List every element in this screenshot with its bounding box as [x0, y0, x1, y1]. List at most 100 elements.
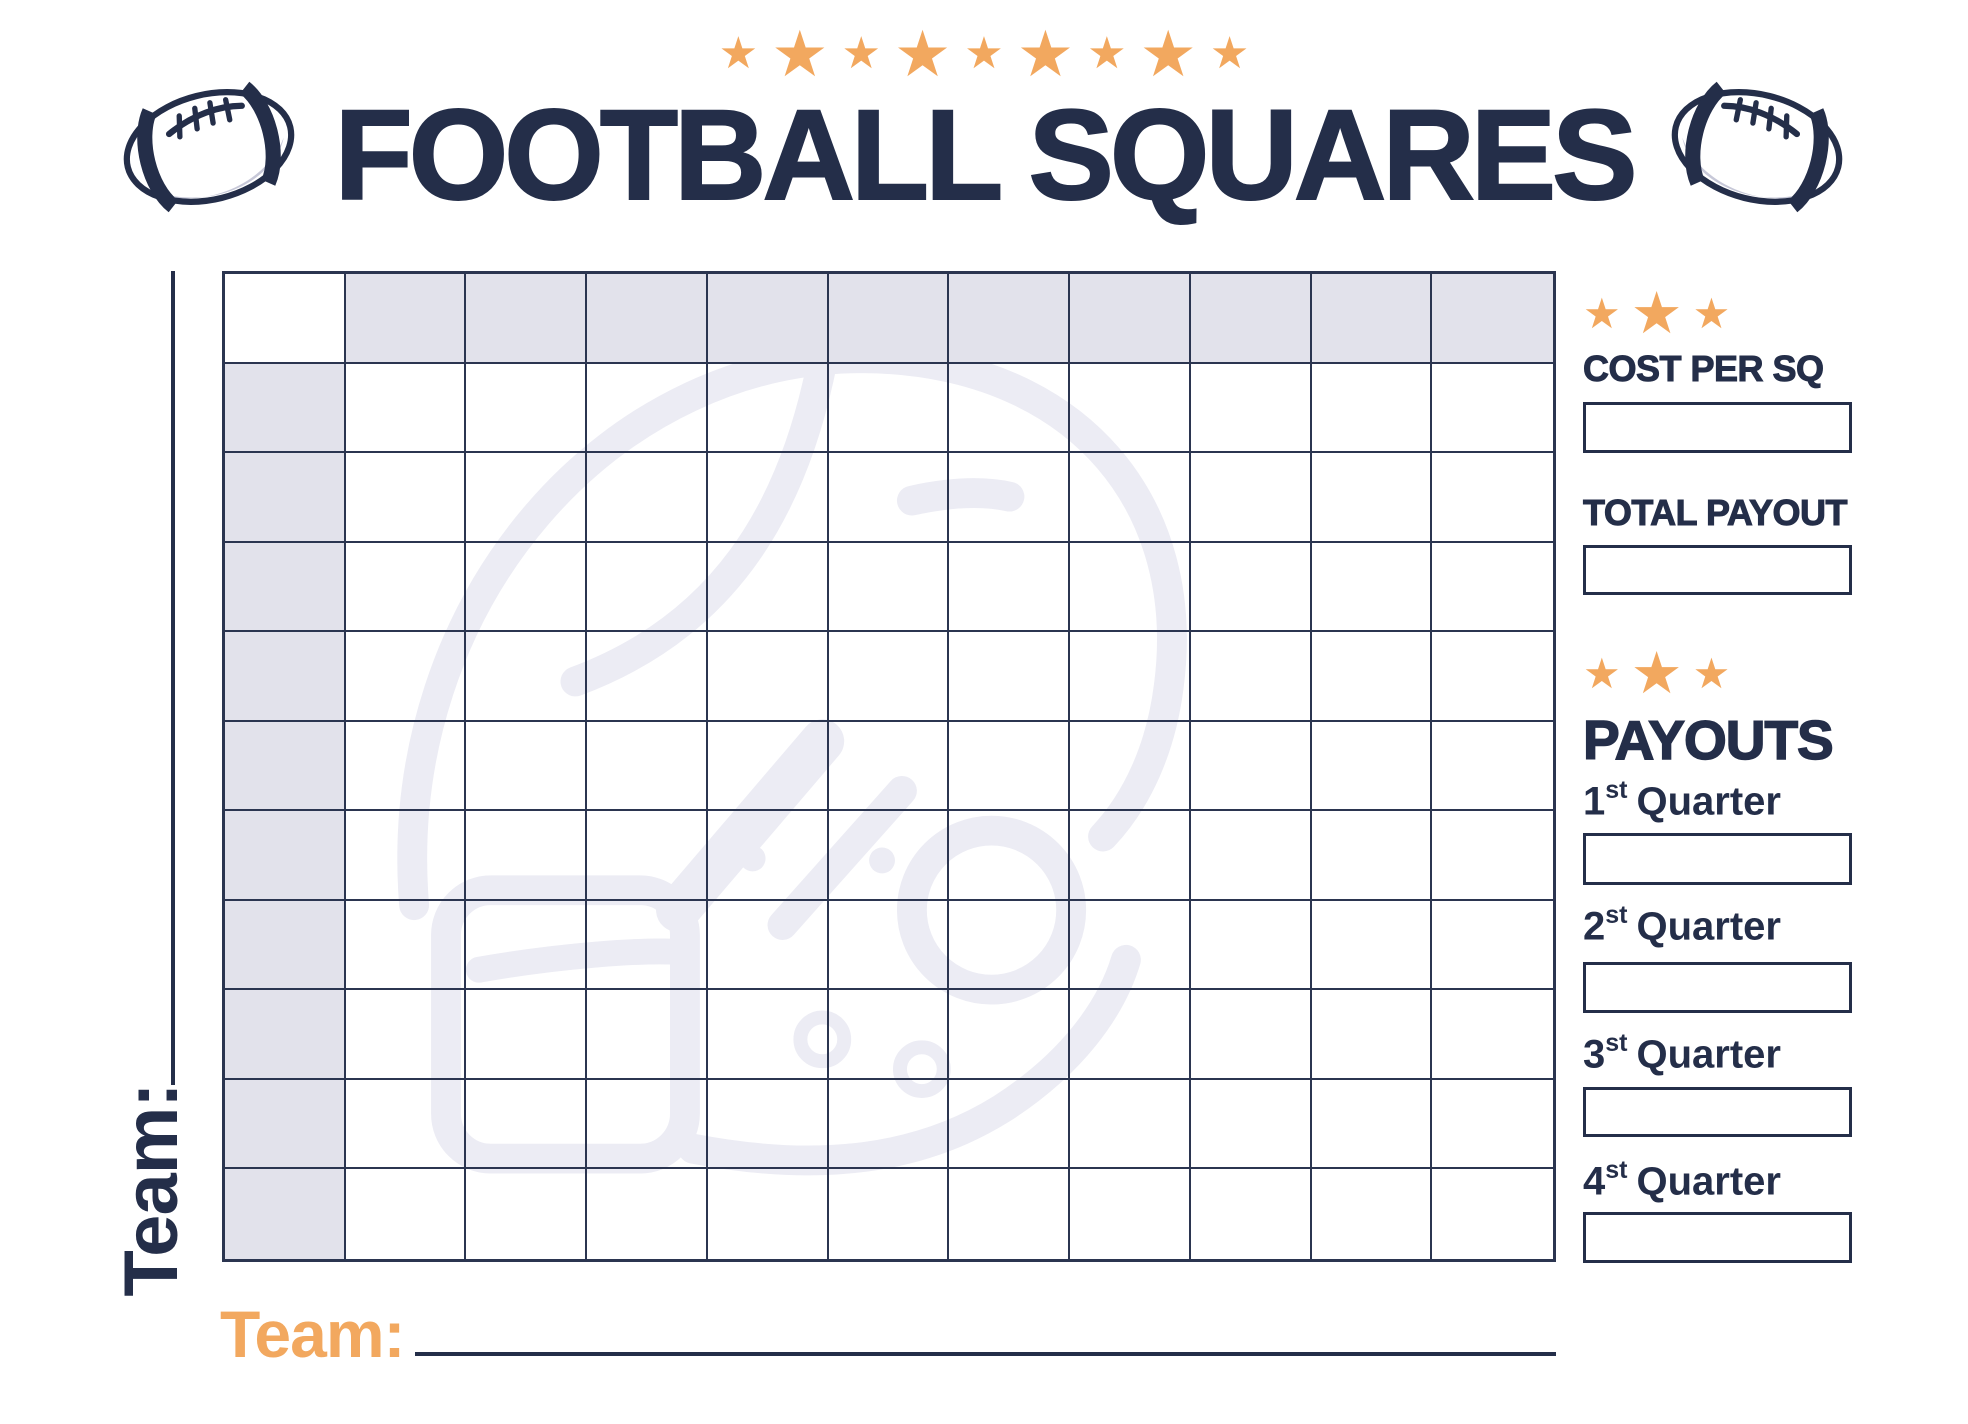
grid-square[interactable] — [466, 811, 588, 901]
grid-square[interactable] — [1070, 990, 1191, 1080]
grid-header-cell-col[interactable] — [828, 274, 950, 364]
grid-square[interactable] — [1190, 811, 1312, 901]
grid-header-cell-col[interactable] — [949, 274, 1071, 364]
grid-square[interactable] — [707, 542, 829, 633]
grid-square[interactable] — [345, 453, 467, 543]
grid-header-cell-col[interactable] — [707, 274, 829, 364]
grid-header-cell-row[interactable] — [225, 990, 346, 1080]
grid-header-cell-row[interactable] — [225, 1079, 346, 1170]
grid-header-cell-col[interactable] — [466, 274, 588, 364]
grid-square[interactable] — [1311, 721, 1433, 812]
grid-square[interactable] — [1432, 1169, 1553, 1259]
grid-square[interactable] — [1311, 1079, 1433, 1170]
grid-square[interactable] — [828, 811, 950, 901]
grid-square[interactable] — [345, 363, 467, 454]
grid-square[interactable] — [466, 1169, 588, 1259]
grid-square[interactable] — [828, 542, 950, 633]
grid-header-cell-row[interactable] — [225, 453, 346, 543]
grid-header-cell-col[interactable] — [1190, 274, 1312, 364]
quarter-1-input[interactable] — [1583, 833, 1852, 885]
grid-square[interactable] — [587, 811, 708, 901]
grid-square[interactable] — [345, 811, 467, 901]
grid-header-cell-row[interactable] — [225, 632, 346, 722]
grid-square[interactable] — [1311, 453, 1433, 543]
quarter-3-input[interactable] — [1583, 1087, 1852, 1137]
grid-square[interactable] — [1191, 1169, 1312, 1259]
grid-square[interactable] — [466, 990, 588, 1080]
grid-square[interactable] — [466, 632, 588, 722]
grid-square[interactable] — [466, 900, 588, 991]
grid-square[interactable] — [707, 1079, 829, 1170]
grid-square[interactable] — [828, 632, 950, 722]
grid-square[interactable] — [949, 363, 1071, 454]
grid-header-cell-col[interactable] — [1311, 274, 1433, 364]
grid-square[interactable] — [1311, 811, 1433, 901]
grid-square[interactable] — [587, 1079, 708, 1170]
grid-square[interactable] — [707, 453, 829, 543]
grid-square[interactable] — [1070, 542, 1191, 633]
grid-square[interactable] — [949, 453, 1071, 543]
grid-square[interactable] — [587, 363, 708, 454]
cost-per-sq-input[interactable] — [1583, 402, 1852, 453]
grid-square[interactable] — [707, 811, 829, 901]
grid-square[interactable] — [1432, 632, 1553, 722]
grid-square[interactable] — [708, 1169, 829, 1259]
grid-header-cell-row[interactable] — [225, 542, 346, 633]
grid-square[interactable] — [1070, 811, 1191, 901]
grid-square[interactable] — [345, 900, 467, 991]
grid-square[interactable] — [828, 900, 950, 991]
grid-square[interactable] — [949, 1079, 1071, 1170]
grid-square[interactable] — [587, 453, 708, 543]
grid-square[interactable] — [1311, 363, 1433, 454]
grid-square[interactable] — [587, 542, 708, 633]
grid-header-cell-row[interactable] — [225, 721, 346, 812]
grid-header-cell-row[interactable] — [225, 363, 346, 454]
grid-square[interactable] — [1432, 990, 1553, 1080]
grid-square[interactable] — [466, 542, 588, 633]
grid-square[interactable] — [1432, 901, 1553, 991]
grid-square[interactable] — [707, 721, 829, 812]
grid-square[interactable] — [949, 811, 1071, 901]
grid-square[interactable] — [949, 1169, 1071, 1259]
grid-square[interactable] — [1190, 363, 1312, 454]
quarter-4-input[interactable] — [1583, 1212, 1852, 1263]
grid-square[interactable] — [707, 632, 829, 722]
grid-square[interactable] — [1190, 453, 1312, 543]
grid-square[interactable] — [345, 1079, 467, 1170]
grid-header-cell-col[interactable] — [1070, 274, 1191, 364]
grid-square[interactable] — [1432, 1080, 1553, 1170]
grid-square[interactable] — [345, 632, 467, 722]
grid-square[interactable] — [949, 632, 1071, 722]
grid-square[interactable] — [949, 900, 1071, 991]
grid-square[interactable] — [1311, 542, 1433, 633]
grid-square[interactable] — [1070, 721, 1191, 812]
grid-square[interactable] — [707, 363, 829, 454]
grid-square[interactable] — [1070, 453, 1191, 543]
grid-square[interactable] — [466, 1079, 588, 1170]
grid-square[interactable] — [1190, 632, 1312, 722]
grid-header-cell-col[interactable] — [345, 274, 467, 364]
grid-square[interactable] — [1311, 900, 1433, 991]
grid-square[interactable] — [1070, 363, 1191, 454]
grid-square[interactable] — [949, 990, 1071, 1080]
grid-header-cell-row[interactable] — [225, 1169, 346, 1259]
left-team-write-line[interactable] — [171, 271, 175, 1085]
grid-square[interactable] — [466, 453, 588, 543]
grid-square[interactable] — [1190, 542, 1312, 633]
grid-square[interactable] — [1432, 722, 1553, 812]
grid-square[interactable] — [1432, 364, 1553, 454]
grid-square[interactable] — [1070, 632, 1191, 722]
grid-square[interactable] — [1070, 1079, 1191, 1170]
grid-header-cell-col[interactable] — [587, 274, 708, 364]
grid-square[interactable] — [345, 721, 467, 812]
grid-square[interactable] — [587, 632, 708, 722]
grid-square[interactable] — [587, 900, 708, 991]
grid-square[interactable] — [828, 1079, 950, 1170]
grid-square[interactable] — [1190, 721, 1312, 812]
grid-corner-cell[interactable] — [225, 274, 346, 364]
grid-square[interactable] — [828, 363, 950, 454]
grid-square[interactable] — [345, 990, 467, 1080]
grid-square[interactable] — [1311, 632, 1433, 722]
grid-square[interactable] — [949, 542, 1071, 633]
grid-square[interactable] — [1190, 990, 1312, 1080]
